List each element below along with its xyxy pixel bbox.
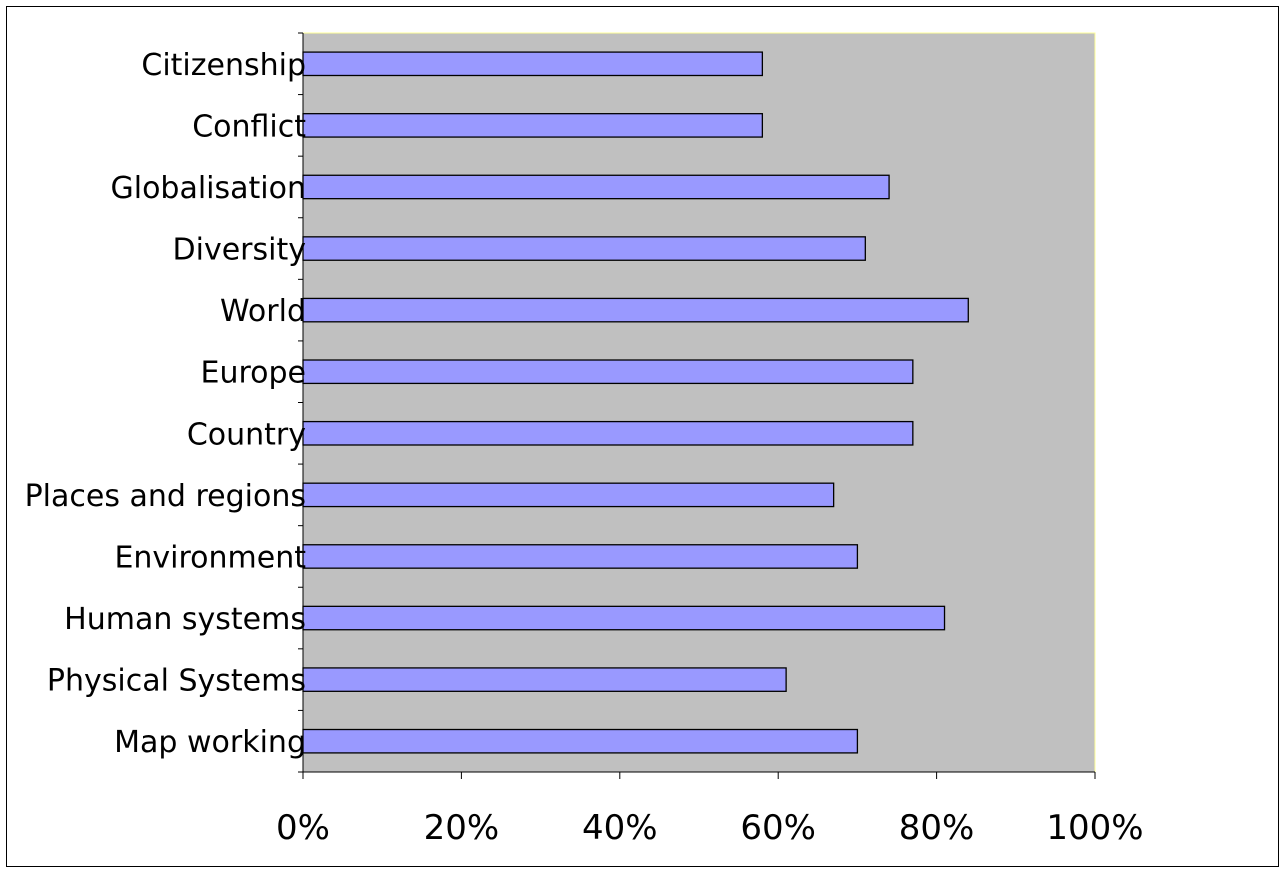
x-tick-label: 40% [582, 808, 658, 848]
bar-chart: Citizenship Conflict Globalisation Diversit… [6, 6, 1279, 867]
tick-labels-group: 0% 20% 40% 60% 80% 100% [276, 808, 1144, 848]
bar [302, 174, 890, 200]
category-label: Europe [201, 356, 307, 391]
category-label: Map working [114, 725, 306, 760]
bar [302, 482, 835, 508]
category-label: Conflict [192, 109, 306, 144]
x-tick-label: 0% [276, 808, 330, 848]
category-label: Places and regions [25, 479, 306, 514]
category-label: Environment [114, 540, 306, 575]
bar [302, 297, 969, 323]
bar [302, 236, 866, 261]
category-label: Citizenship [141, 48, 306, 83]
category-label: Country [187, 417, 306, 452]
bar [302, 51, 764, 77]
bar [302, 667, 787, 692]
bar [302, 605, 946, 631]
x-tick-label: 20% [424, 808, 500, 848]
bar [302, 359, 914, 385]
x-tick-label: 80% [899, 808, 975, 848]
bar [302, 420, 914, 446]
category-labels-group: Citizenship Conflict Globalisation Diversit… [25, 48, 307, 760]
x-tick-label: 100% [1046, 808, 1143, 848]
category-label: Diversity [173, 233, 306, 268]
category-label: Globalisation [110, 171, 306, 206]
bars-group [302, 51, 969, 754]
bar [302, 544, 859, 569]
plot-area [302, 32, 1096, 773]
category-label: Human systems [64, 602, 306, 637]
bar [302, 728, 859, 754]
axes-group [298, 32, 1096, 779]
category-label: Physical Systems [47, 664, 306, 699]
category-label: World [220, 294, 306, 329]
x-tick-label: 60% [740, 808, 816, 848]
bar [302, 113, 764, 138]
chart-frame: Citizenship Conflict Globalisation Diversit… [6, 6, 1279, 867]
